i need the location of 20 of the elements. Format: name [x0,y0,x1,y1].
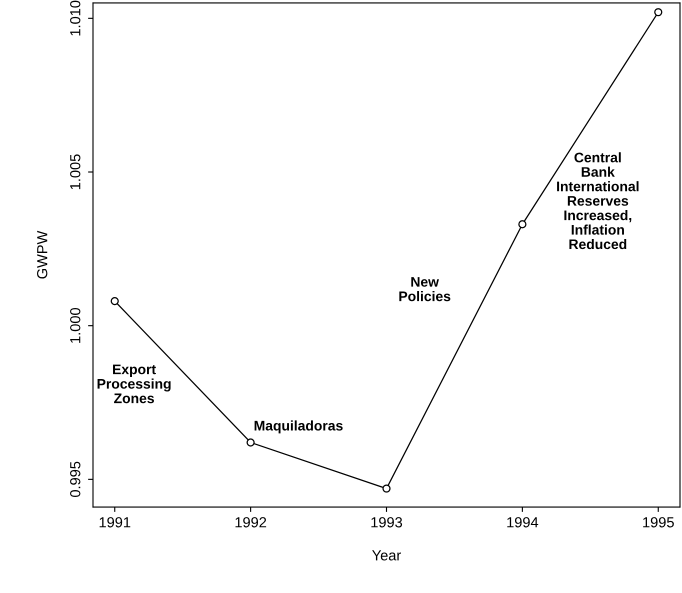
annotation: Export Processing Zones [98,364,171,404]
x-axis-title: Year [372,550,401,560]
point [654,8,662,16]
x-tick-label: 1993 [371,517,402,528]
x-tick-label: 1994 [507,517,538,528]
y-tick-label: 1.010 [70,0,80,36]
annotation: Maquiladoras [254,420,343,434]
y-tick-label: 0.995 [70,462,80,498]
point [518,220,526,228]
point [382,484,391,493]
y-axis-title: GWPW [37,230,48,279]
y-tick-label: 1.005 [70,154,80,190]
point [110,296,119,306]
x-tick-label: 1991 [100,517,130,528]
annotation: New Policies [399,277,450,302]
y-tick-label: 1.000 [70,308,80,343]
annotation: Central Bank International Reserves Increased, Inflation Reduced [557,152,639,250]
point [246,438,255,447]
x-tick-label: 1992 [236,517,266,528]
x-tick-label: 1995 [643,517,674,528]
